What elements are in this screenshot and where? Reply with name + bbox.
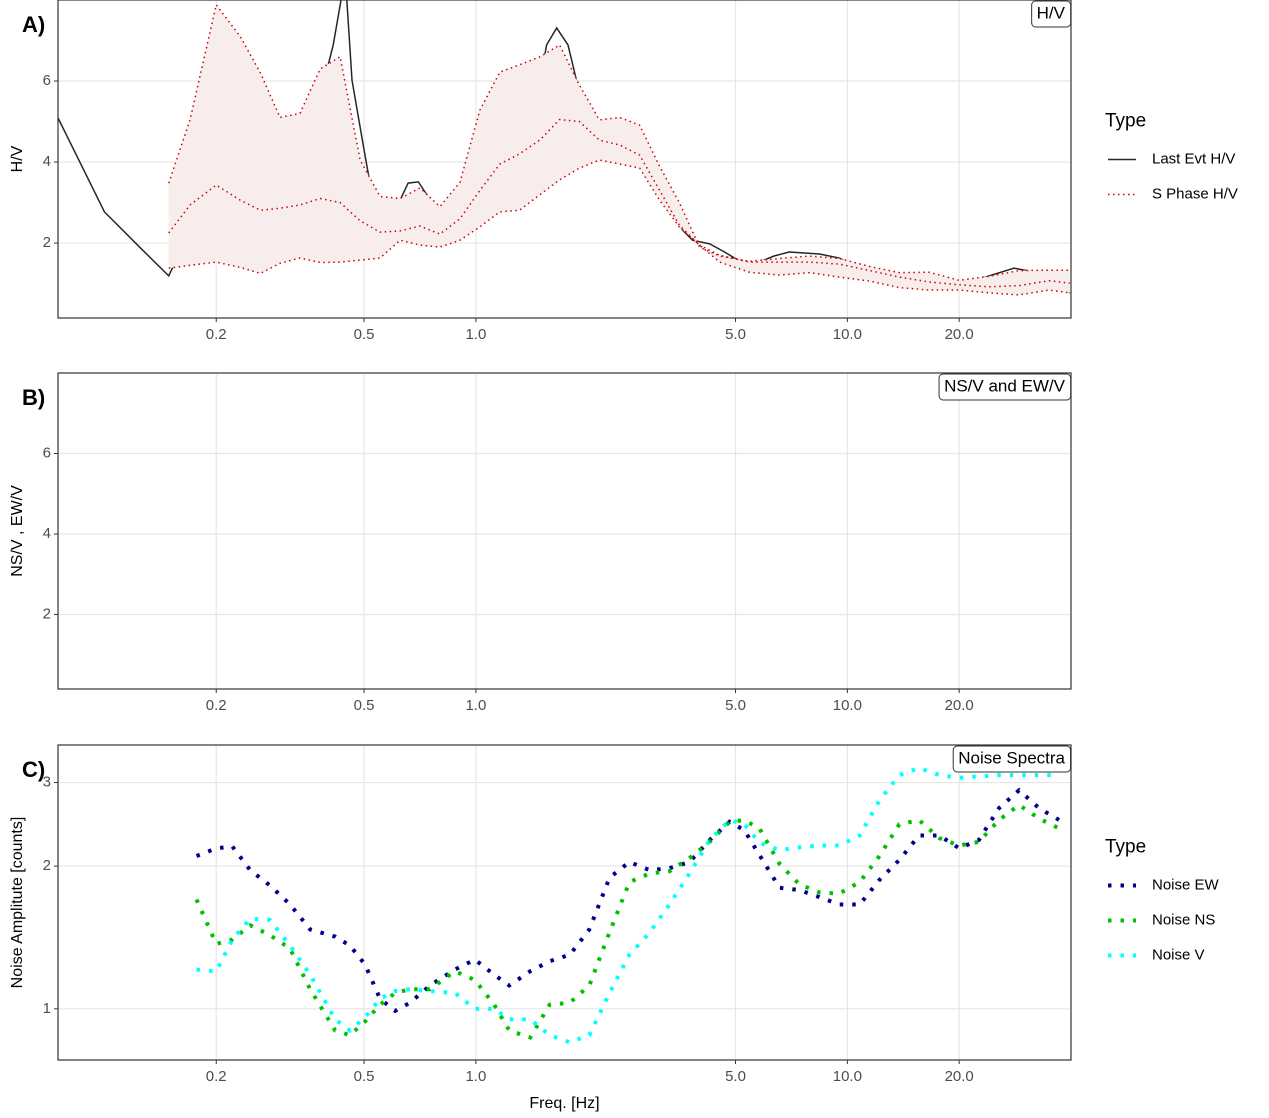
plot-area — [58, 0, 1071, 296]
x-tick-label: 5.0 — [725, 1068, 746, 1085]
panel-label: B) — [22, 385, 45, 410]
legend-label: Noise EW — [1152, 876, 1220, 893]
strip-box — [938, 373, 1072, 401]
y-tick-label: 2 — [43, 605, 51, 622]
y-tick-label: 4 — [43, 153, 51, 170]
legend-label: S Phase H/V — [1152, 185, 1238, 202]
y-axis-title: Noise Amplitute [counts] — [9, 817, 26, 989]
panel-background — [58, 745, 1071, 1060]
x-tick-label: 0.2 — [206, 1068, 227, 1085]
x-tick-label: 1.0 — [465, 697, 486, 714]
series-upper-line — [168, 3, 1070, 282]
y-tick-label: 2 — [43, 234, 51, 251]
x-tick-label: 20.0 — [945, 697, 974, 714]
x-tick-label: 5.0 — [725, 326, 746, 343]
x-tick-label: 1.0 — [465, 326, 486, 343]
series-lower-line — [168, 159, 1070, 296]
x-tick-label: 10.0 — [833, 1068, 862, 1085]
y-tick-label: 6 — [43, 444, 51, 461]
legend-label: Noise NS — [1152, 911, 1215, 928]
strip-box — [952, 745, 1072, 773]
x-tick-label: 10.0 — [833, 697, 862, 714]
panel-border — [57, 0, 1072, 319]
x-tick-label: 0.2 — [206, 697, 227, 714]
band — [168, 4, 1070, 295]
x-tick-label: 20.0 — [945, 326, 974, 343]
legend-label: Last Evt H/V — [1152, 150, 1235, 167]
x-tick-label: 0.5 — [354, 1068, 375, 1085]
x-tick-label: 5.0 — [725, 697, 746, 714]
legend-title: Type — [1105, 837, 1146, 858]
strip-label: Noise Spectra — [958, 748, 1065, 767]
strip-label: H/V — [1037, 3, 1066, 22]
panel-background — [58, 373, 1071, 689]
y-tick-label: 6 — [43, 72, 51, 89]
legend-title: Type — [1105, 111, 1146, 132]
x-tick-label: 1.0 — [465, 1068, 486, 1085]
x-tick-label: 0.2 — [206, 326, 227, 343]
panel-label: A) — [22, 12, 45, 37]
x-tick-label: 0.5 — [354, 697, 375, 714]
y-tick-label: 3 — [43, 774, 51, 791]
strip-box — [1031, 0, 1072, 28]
plot-area — [194, 765, 1061, 1045]
x-tick-label: 10.0 — [833, 326, 862, 343]
y-tick-label: 4 — [43, 525, 51, 542]
x-tick-label: 0.5 — [354, 326, 375, 343]
y-tick-label: 2 — [43, 857, 51, 874]
series-line — [168, 118, 1070, 288]
x-tick-label: 20.0 — [945, 1068, 974, 1085]
panel-border — [57, 744, 1072, 1061]
panel-border — [57, 372, 1072, 690]
x-axis-title: Freq. [Hz] — [529, 1095, 599, 1112]
legend-label: Noise V — [1152, 946, 1205, 963]
y-axis-title: NS/V , EW/V — [9, 485, 26, 577]
panel-label: C) — [22, 757, 45, 782]
strip-label: NS/V and EW/V — [944, 376, 1066, 395]
y-axis-title: H/V — [9, 145, 26, 172]
series-line — [194, 802, 1061, 1040]
y-tick-label: 1 — [43, 1000, 51, 1017]
